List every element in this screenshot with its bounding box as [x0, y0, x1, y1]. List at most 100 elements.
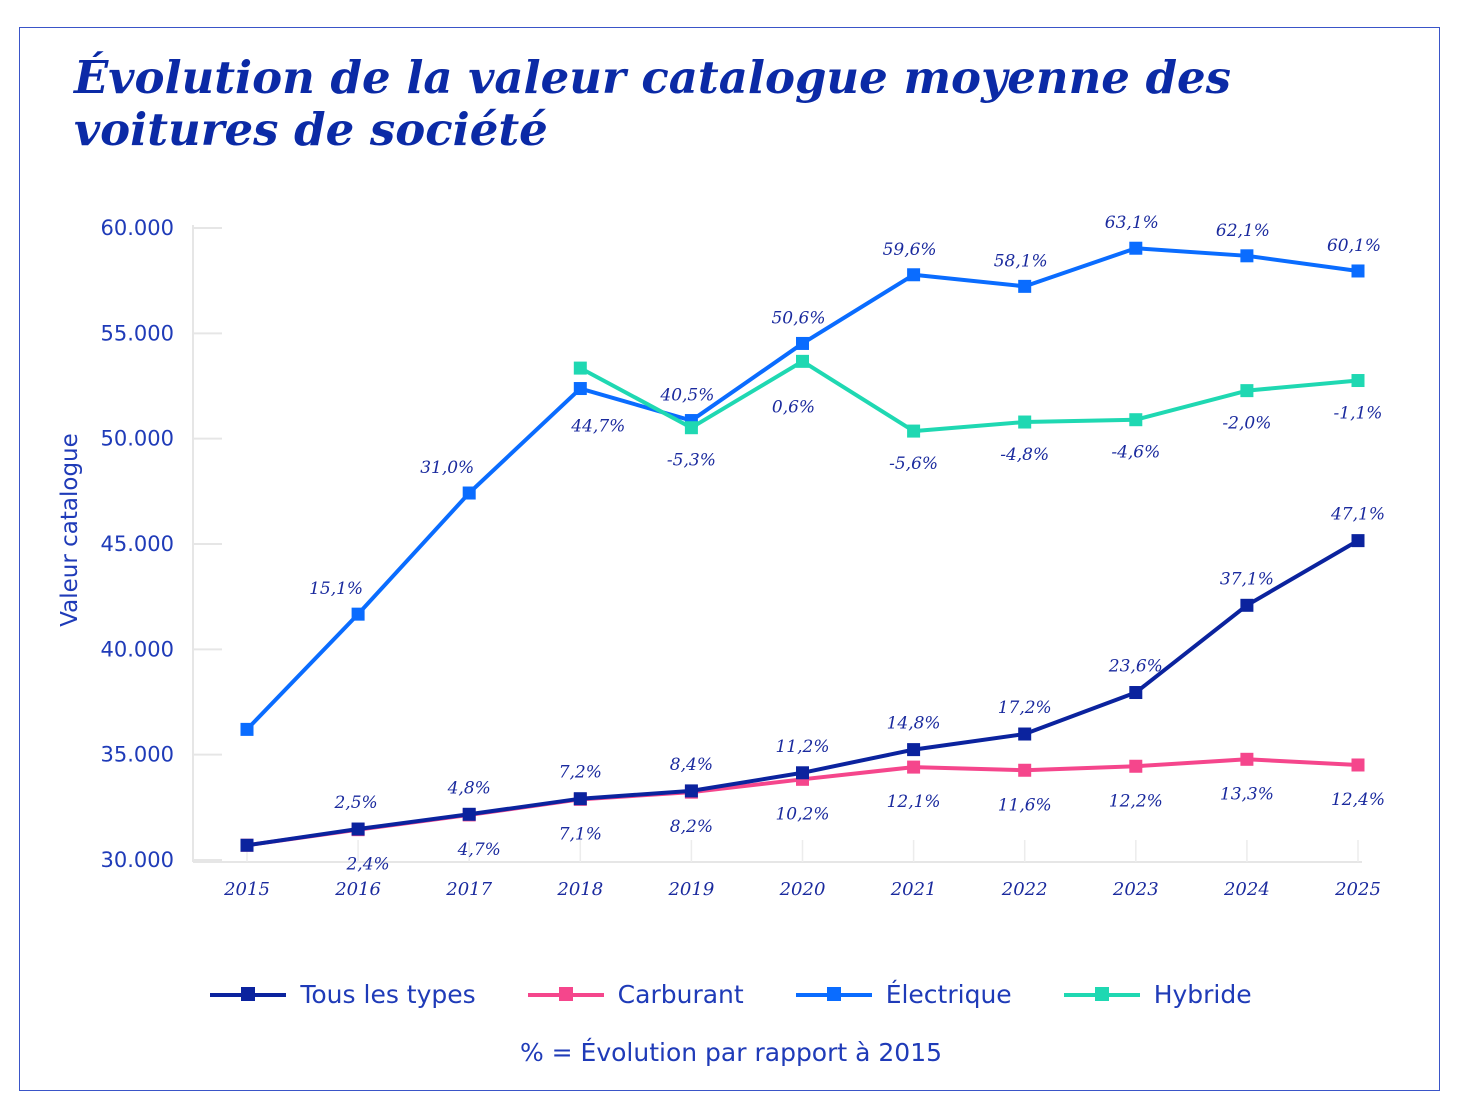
data-point-marker	[573, 382, 587, 396]
legend-label: Hybride	[1153, 980, 1252, 1009]
data-point-marker	[907, 268, 921, 282]
data-point-marker	[684, 421, 698, 435]
legend-label: Tous les types	[300, 980, 476, 1009]
data-point-marker	[1240, 249, 1254, 263]
data-label: 31,0%	[420, 458, 474, 478]
series-line-3	[579, 359, 1359, 434]
x-tick-label: 2019	[667, 879, 714, 900]
data-label: 63,1%	[1105, 213, 1159, 233]
y-tick-label: 50.000	[101, 427, 174, 451]
x-tick-label: 2025	[1334, 879, 1381, 900]
data-label: 37,1%	[1220, 569, 1274, 589]
legend-item-carburant: Carburant	[527, 980, 744, 1009]
data-point-marker	[796, 336, 809, 350]
chart-frame	[19, 27, 1440, 1091]
y-tick-label: 30.000	[101, 848, 174, 872]
x-tick-label: 2022	[1001, 879, 1048, 900]
data-point-marker	[1351, 758, 1365, 772]
y-tick-label: 60.000	[101, 216, 174, 240]
data-label: 7,1%	[559, 824, 602, 844]
x-tick-label: 2023	[1112, 879, 1159, 900]
data-label: 2,5%	[333, 793, 377, 813]
data-label: 62,1%	[1216, 221, 1270, 241]
data-label: 58,1%	[994, 251, 1048, 271]
data-point-marker	[684, 784, 698, 798]
data-label: 59,6%	[883, 240, 937, 260]
data-label: 12,4%	[1331, 790, 1385, 810]
data-label: 4,7%	[457, 840, 501, 860]
y-tick-label: 45.000	[101, 532, 174, 556]
y-tick-label: 55.000	[101, 321, 174, 345]
legend-swatch	[1063, 986, 1140, 1001]
series-line-0	[246, 538, 1360, 848]
data-label: 17,2%	[998, 698, 1052, 718]
x-tick-label: 2017	[445, 879, 492, 900]
data-point-marker	[796, 766, 809, 780]
data-label: -4,8%	[1000, 445, 1049, 465]
legend-swatch	[795, 986, 872, 1001]
data-label: 23,6%	[1108, 657, 1163, 677]
data-point-marker	[1240, 752, 1254, 766]
data-point-marker	[907, 743, 921, 757]
chart-title: Évolution de la valeur catalogue moyenne…	[74, 51, 1232, 156]
data-label: 13,3%	[1220, 784, 1274, 804]
data-point-marker	[462, 486, 476, 500]
data-point-marker	[1129, 686, 1143, 700]
data-label: 10,2%	[775, 804, 829, 824]
chart-note: % = Évolution par rapport à 2015	[519, 1038, 943, 1067]
legend-label: Électrique	[885, 980, 1012, 1009]
data-point-marker	[1018, 727, 1032, 741]
legend-swatch	[210, 986, 287, 1001]
y-axis-label: Valeur catalogue	[57, 433, 83, 627]
legend: Tous les types Carburant Électrique Hybr…	[0, 980, 1462, 1009]
data-label: 12,2%	[1109, 791, 1163, 811]
data-point-marker	[240, 722, 254, 736]
x-tick-label: 2016	[334, 879, 381, 900]
data-point-marker	[351, 822, 365, 836]
data-label: 40,5%	[659, 386, 714, 406]
data-label: 14,8%	[887, 714, 941, 734]
data-point-marker	[1129, 759, 1143, 773]
data-label: 2,4%	[345, 855, 389, 875]
data-label: 47,1%	[1330, 505, 1385, 525]
data-point-marker	[1129, 413, 1143, 427]
data-point-marker	[796, 354, 809, 368]
data-label: 7,2%	[559, 763, 602, 783]
x-tick-label: 2024	[1223, 879, 1270, 900]
data-point-marker	[1018, 415, 1032, 429]
data-label: 44,7%	[570, 417, 625, 437]
data-label: 15,1%	[309, 579, 363, 599]
data-label: 8,2%	[670, 817, 713, 837]
data-point-marker	[907, 760, 921, 774]
data-label: 60,1%	[1327, 236, 1381, 256]
x-tick-label: 2018	[556, 879, 603, 900]
data-label: -5,6%	[889, 454, 938, 474]
data-point-marker	[1240, 384, 1254, 398]
data-point-marker	[1018, 279, 1032, 293]
data-point-marker	[1018, 763, 1032, 777]
data-label: -2,0%	[1222, 414, 1271, 434]
data-point-marker	[1351, 534, 1365, 548]
data-label: 12,1%	[887, 792, 941, 812]
data-label: -4,6%	[1111, 443, 1160, 463]
x-tick-label: 2020	[779, 879, 826, 900]
x-tick-label: 2015	[223, 879, 270, 900]
data-label: -5,3%	[667, 451, 716, 471]
legend-item-hybride: Hybride	[1063, 980, 1252, 1009]
data-label: 8,4%	[670, 755, 713, 775]
data-label: 0,6%	[772, 397, 815, 417]
y-tick-label: 35.000	[101, 743, 174, 767]
legend-item-tous: Tous les types	[210, 980, 476, 1009]
data-label: 4,8%	[447, 778, 491, 798]
legend-label: Carburant	[617, 980, 744, 1009]
data-label: -1,1%	[1334, 404, 1383, 424]
y-tick-label: 40.000	[101, 637, 174, 661]
data-point-marker	[462, 807, 476, 821]
data-point-marker	[1351, 374, 1365, 388]
data-point-marker	[573, 792, 587, 806]
data-point-marker	[907, 424, 921, 438]
x-tick-label: 2021	[890, 879, 937, 900]
data-point-marker	[573, 361, 587, 375]
data-point-marker	[1129, 241, 1143, 255]
